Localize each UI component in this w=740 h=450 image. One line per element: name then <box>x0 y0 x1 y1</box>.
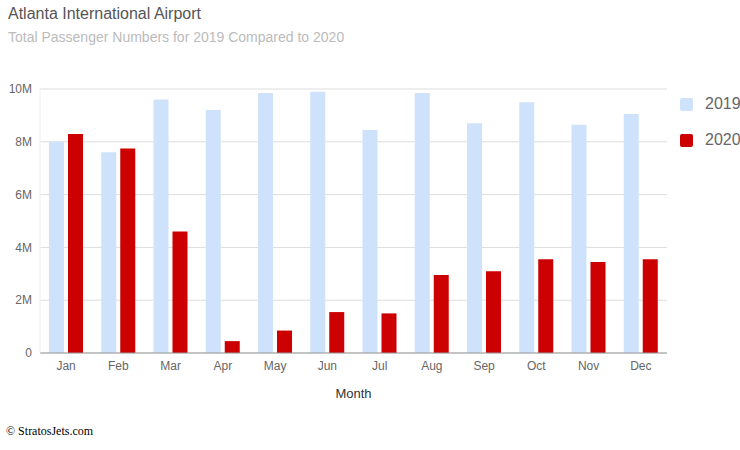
svg-text:Mar: Mar <box>160 359 181 373</box>
svg-text:Dec: Dec <box>630 359 651 373</box>
svg-text:Jan: Jan <box>56 359 75 373</box>
svg-text:Sep: Sep <box>473 359 495 373</box>
svg-text:2M: 2M <box>15 293 32 307</box>
svg-text:4M: 4M <box>15 241 32 255</box>
svg-text:6M: 6M <box>15 188 32 202</box>
svg-text:May: May <box>264 359 287 373</box>
svg-text:Oct: Oct <box>527 359 546 373</box>
html-text:© StratosJets.com: © StratosJets.com <box>6 424 94 438</box>
svg-text:0: 0 <box>25 346 32 360</box>
svg-text:Nov: Nov <box>578 359 599 373</box>
svg-text:Feb: Feb <box>108 359 129 373</box>
svg-text:Apr: Apr <box>214 359 233 373</box>
svg-text:Jul: Jul <box>372 359 387 373</box>
svg-text:Month: Month <box>335 386 371 401</box>
html-text:Total Passenger Numbers for 20: Total Passenger Numbers for 2019 Compare… <box>8 29 345 45</box>
html-text:2019: 2019 <box>705 95 740 112</box>
html-text:Atlanta International Airport: Atlanta International Airport <box>8 5 201 22</box>
svg-text:8M: 8M <box>15 135 32 149</box>
svg-text:10M: 10M <box>9 82 32 96</box>
html-text:2020: 2020 <box>705 131 740 148</box>
svg-text:Aug: Aug <box>421 359 442 373</box>
svg-text:Jun: Jun <box>318 359 337 373</box>
